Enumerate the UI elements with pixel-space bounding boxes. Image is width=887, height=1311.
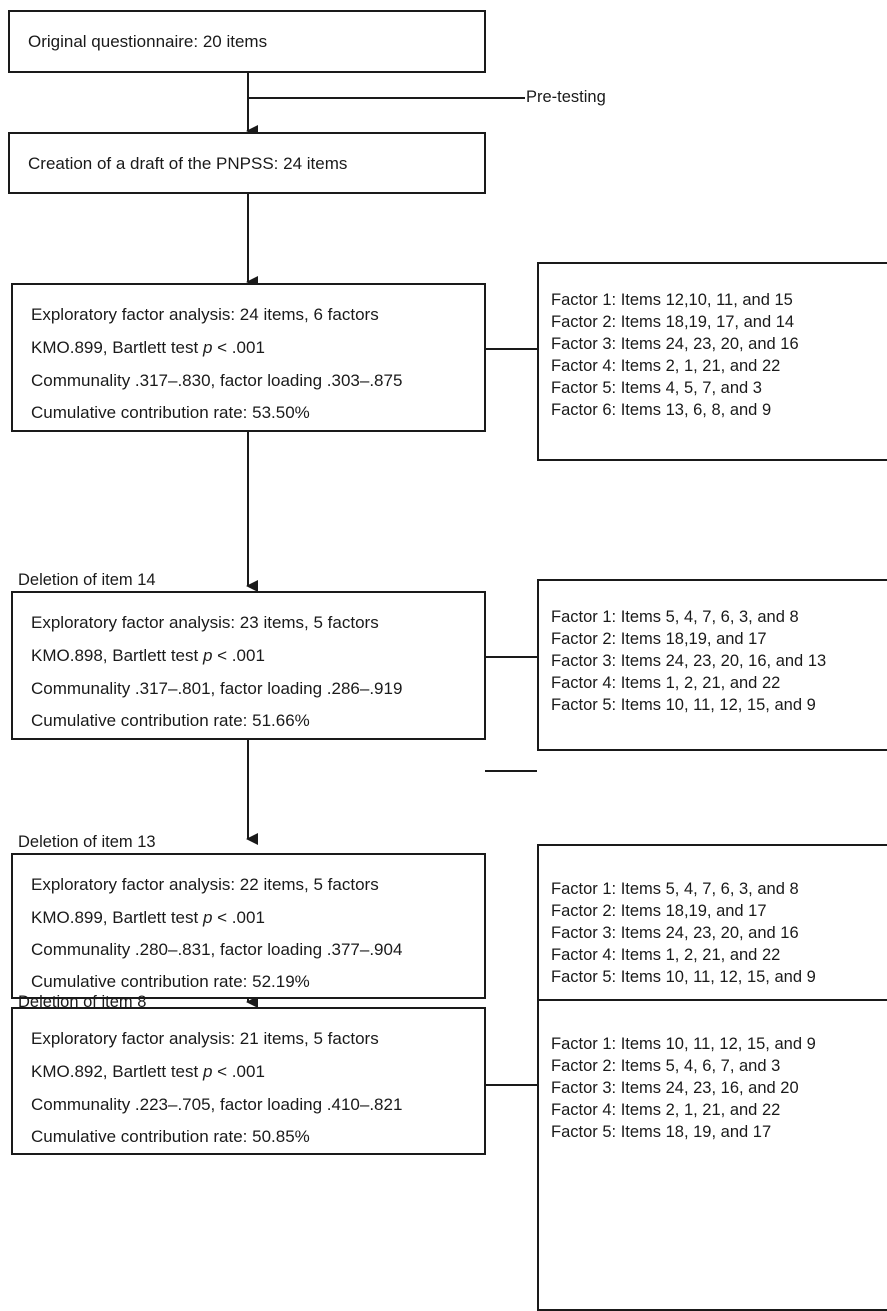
pretesting-label: Pre-testing [526,88,606,106]
factor-list-3-item: Factor 3: Items 24, 23, 20, and 16 [551,924,799,942]
factor-list-4-item: Factor 2: Items 5, 4, 6, 7, and 3 [551,1057,781,1075]
efa-stage-1-box: Exploratory factor analysis: 24 items, 6… [11,283,486,432]
factor-list-4-item: Factor 1: Items 10, 11, 12, 15, and 9 [551,1035,816,1053]
efa-stage-4-line-4: Cumulative contribution rate: 50.85% [31,1127,310,1146]
efa-stage-1-line-3: Communality .317–.830, factor loading .3… [31,371,403,390]
deletion-label-stage-3: Deletion of item 13 [18,833,156,851]
draft-pnpss-box: Creation of a draft of the PNPSS: 24 ite… [8,132,486,194]
factor-list-1-item: Factor 2: Items 18,19, 17, and 14 [551,313,795,331]
efa-stage-3-line-3: Communality .280–.831, factor loading .3… [31,940,403,959]
factor-list-3-item: Factor 5: Items 10, 11, 12, 15, and 9 [551,968,816,986]
factor-list-1-item: Factor 5: Items 4, 5, 7, and 3 [551,379,762,397]
factor-list-2-item: Factor 4: Items 1, 2, 21, and 22 [551,674,781,692]
efa-stage-2-line-3: Communality .317–.801, factor loading .2… [31,679,403,698]
factor-list-1: Factor 1: Items 12,10, 11, and 15 Factor… [551,289,799,421]
efa-stage-2-line-4: Cumulative contribution rate: 51.66% [31,711,310,730]
original-questionnaire-box: Original questionnaire: 20 items [8,10,486,73]
deletion-label-stage-4: Deletion of item 8 [18,993,147,1011]
factor-list-4-item: Factor 5: Items 18, 19, and 17 [551,1123,772,1141]
efa-stage-2-line-1: Exploratory factor analysis: 23 items, 5… [31,613,379,632]
efa-stage-1-line-2: KMO.899, Bartlett test p < .001 [31,338,265,357]
factor-list-4: Factor 1: Items 10, 11, 12, 15, and 9 Fa… [551,1033,816,1143]
factor-list-2-item: Factor 3: Items 24, 23, 20, 16, and 13 [551,652,827,670]
efa-stage-4-line-1: Exploratory factor analysis: 21 items, 5… [31,1029,379,1048]
factor-list-2-item: Factor 2: Items 18,19, and 17 [551,630,767,648]
factor-list-3: Factor 1: Items 5, 4, 7, 6, 3, and 8 Fac… [551,878,816,988]
factor-list-3-item: Factor 4: Items 1, 2, 21, and 22 [551,946,781,964]
draft-pnpss-text: Creation of a draft of the PNPSS: 24 ite… [28,154,348,173]
deletion-label-stage-2: Deletion of item 14 [18,571,156,589]
efa-stage-1-line-1: Exploratory factor analysis: 24 items, 6… [31,305,379,324]
efa-stage-3-line-2: KMO.899, Bartlett test p < .001 [31,908,265,927]
factor-list-2: Factor 1: Items 5, 4, 7, 6, 3, and 8 Fac… [551,606,826,716]
efa-stage-4-line-2: KMO.892, Bartlett test p < .001 [31,1062,265,1081]
original-questionnaire-text: Original questionnaire: 20 items [28,32,268,51]
factor-list-1-item: Factor 3: Items 24, 23, 20, and 16 [551,335,799,353]
factor-list-1-item: Factor 1: Items 12,10, 11, and 15 [551,291,793,309]
efa-stage-4-box: Exploratory factor analysis: 21 items, 5… [11,1007,486,1155]
factor-list-4-box [537,999,887,1311]
factor-list-4-item: Factor 3: Items 24, 23, 16, and 20 [551,1079,799,1097]
factor-list-1-item: Factor 6: Items 13, 6, 8, and 9 [551,401,772,419]
factor-list-1-item: Factor 4: Items 2, 1, 21, and 22 [551,357,781,375]
efa-stage-2-box: Exploratory factor analysis: 23 items, 5… [11,591,486,740]
efa-stage-4-line-3: Communality .223–.705, factor loading .4… [31,1095,403,1114]
efa-stage-3-line-4: Cumulative contribution rate: 52.19% [31,972,310,991]
efa-stage-3-line-1: Exploratory factor analysis: 22 items, 5… [31,875,379,894]
factor-list-2-item: Factor 5: Items 10, 11, 12, 15, and 9 [551,696,816,714]
efa-stage-2-line-2: KMO.898, Bartlett test p < .001 [31,646,265,665]
factor-list-4-item: Factor 4: Items 2, 1, 21, and 22 [551,1101,781,1119]
factor-list-3-item: Factor 1: Items 5, 4, 7, 6, 3, and 8 [551,880,799,898]
efa-stage-3-box: Exploratory factor analysis: 22 items, 5… [11,853,486,999]
factor-list-2-item: Factor 1: Items 5, 4, 7, 6, 3, and 8 [551,608,799,626]
factor-list-1-box [537,262,887,461]
efa-stage-1-line-4: Cumulative contribution rate: 53.50% [31,403,310,422]
factor-list-2-box [537,579,887,751]
factor-list-3-item: Factor 2: Items 18,19, and 17 [551,902,767,920]
